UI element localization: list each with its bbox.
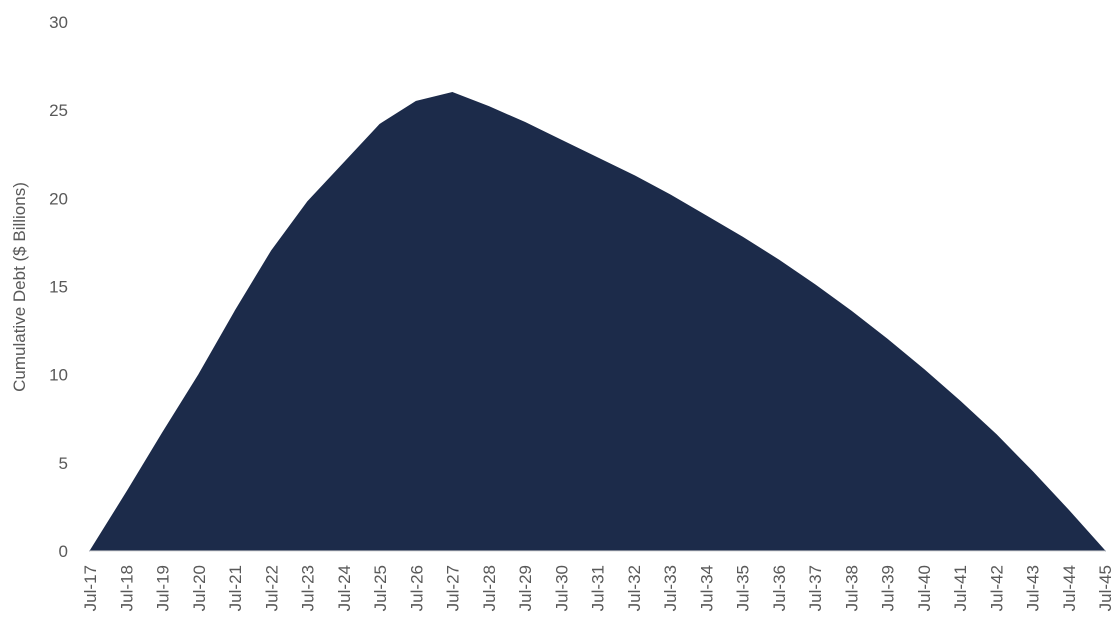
x-tick-label: Jul-34 — [697, 565, 716, 611]
debt-area — [89, 92, 1106, 552]
y-tick-label: 30 — [49, 13, 68, 32]
x-tick-label: Jul-44 — [1060, 565, 1079, 611]
x-tick-label: Jul-21 — [226, 565, 245, 611]
x-tick-label: Jul-20 — [190, 565, 209, 611]
y-tick-label: 25 — [49, 101, 68, 120]
x-axis-ticks: Jul-17 Jul-18 Jul-19 Jul-20 Jul-21 Jul-22 Jul-… — [81, 565, 1115, 611]
x-tick-label: Jul-43 — [1024, 565, 1043, 611]
x-tick-label: Jul-35 — [734, 565, 753, 611]
x-tick-label: Jul-18 — [117, 565, 136, 611]
x-tick-label: Jul-29 — [516, 565, 535, 611]
x-tick-label: Jul-37 — [806, 565, 825, 611]
x-tick-label: Jul-30 — [552, 565, 571, 611]
x-tick-label: Jul-17 — [81, 565, 100, 611]
x-tick-label: Jul-42 — [987, 565, 1006, 611]
x-tick-label: Jul-25 — [371, 565, 390, 611]
x-tick-label: Jul-19 — [154, 565, 173, 611]
x-tick-label: Jul-28 — [480, 565, 499, 611]
x-tick-label: Jul-41 — [951, 565, 970, 611]
y-tick-label: 0 — [59, 542, 68, 561]
x-tick-label: Jul-22 — [262, 565, 281, 611]
y-tick-label: 20 — [49, 189, 68, 208]
y-tick-label: 5 — [59, 454, 68, 473]
x-tick-label: Jul-38 — [842, 565, 861, 611]
y-axis-ticks: 0 5 10 15 20 25 30 — [49, 13, 68, 561]
x-tick-label: Jul-36 — [770, 565, 789, 611]
x-tick-label: Jul-31 — [589, 565, 608, 611]
x-tick-label: Jul-26 — [407, 565, 426, 611]
x-tick-label: Jul-24 — [335, 565, 354, 611]
y-axis-title: Cumulative Debt ($ Billions) — [10, 182, 29, 392]
x-tick-label: Jul-33 — [661, 565, 680, 611]
x-tick-label: Jul-32 — [625, 565, 644, 611]
x-tick-label: Jul-39 — [879, 565, 898, 611]
x-tick-label: Jul-23 — [299, 565, 318, 611]
x-tick-label: Jul-45 — [1096, 565, 1115, 611]
plot-area — [89, 92, 1106, 552]
y-tick-label: 10 — [49, 366, 68, 385]
x-tick-label: Jul-27 — [444, 565, 463, 611]
x-tick-label: Jul-40 — [915, 565, 934, 611]
y-tick-label: 15 — [49, 278, 68, 297]
